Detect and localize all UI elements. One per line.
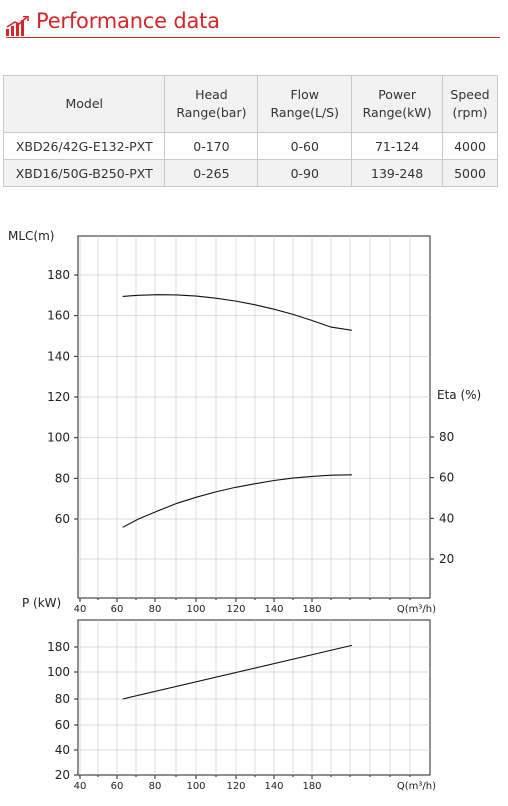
y2-tick-label: 40	[439, 511, 454, 525]
cell-flow: 0-90	[257, 159, 353, 187]
y-tick-label: 60	[55, 718, 70, 732]
x-tick-label: 120	[226, 604, 245, 615]
y-tick-label: 60	[55, 512, 70, 526]
x-tick-label: 80	[149, 781, 162, 792]
page-title: Performance data	[36, 9, 220, 33]
efficiency-curve	[122, 474, 352, 528]
plot-frame-lower	[77, 619, 431, 776]
x-axis-label: Q(m³/h)	[397, 604, 436, 615]
power-curve	[122, 644, 353, 700]
x-axis-label: Q(m³/h)	[397, 781, 436, 792]
cell-flow: 0-60	[257, 132, 353, 160]
cell-speed: 4000	[442, 132, 498, 160]
cell-head: 0-170	[164, 132, 259, 160]
y-tick-label: 180	[47, 640, 70, 654]
x-tick-label: 100	[186, 781, 205, 792]
section-header: Performance data	[6, 6, 500, 40]
y2-axis-label: Eta (%)	[437, 388, 481, 402]
table-row: XBD26/42G-E132-PXT 0-170 0-60 71-124 400…	[2, 132, 498, 160]
bar-chart-icon	[6, 16, 29, 36]
y-tick-label: 20	[55, 768, 70, 782]
cell-speed: 5000	[442, 159, 498, 187]
x-tick-label: 100	[186, 604, 205, 615]
x-tick-label: 40	[74, 604, 87, 615]
x-tick-label: 40	[74, 781, 87, 792]
header-speed: Speed (rpm)	[442, 75, 498, 133]
y2-tick-label: 60	[439, 471, 454, 485]
header-divider	[6, 37, 500, 38]
cell-power: 71-124	[351, 132, 444, 160]
y-tick-label: 40	[55, 743, 70, 757]
y-tick-label: 180	[47, 268, 70, 282]
y-tick-label: 100	[47, 665, 70, 679]
y-tick-label: 160	[47, 309, 70, 323]
table-header-row: Model Head Range(bar) Flow Range(L/S) Powe…	[2, 75, 498, 133]
header-model: Model	[2, 75, 166, 133]
plot-frame-upper	[77, 235, 431, 599]
y-axis-label: MLC(m)	[8, 229, 54, 243]
y-axis-label: P (kW)	[22, 596, 61, 610]
x-tick-label: 140	[264, 604, 283, 615]
x-tick-label: 120	[226, 781, 245, 792]
y-tick-label: 80	[55, 692, 70, 706]
x-tick-label: 180	[302, 604, 321, 615]
x-tick-label: 80	[149, 604, 162, 615]
table-row: XBD16/50G-B250-PXT 0-265 0-90 139-248 50…	[2, 159, 498, 187]
y-tick-label: 80	[55, 471, 70, 485]
y2-tick-label: 20	[439, 552, 454, 566]
cell-power: 139-248	[351, 159, 444, 187]
y2-tick-label: 80	[439, 430, 454, 444]
x-tick-label: 180	[302, 781, 321, 792]
x-tick-label: 140	[264, 781, 283, 792]
header-head: Head Range(bar)	[164, 75, 259, 133]
x-tick-label: 60	[111, 781, 124, 792]
y-tick-label: 120	[47, 390, 70, 404]
cell-head: 0-265	[164, 159, 259, 187]
x-tick-label: 60	[111, 604, 124, 615]
spec-table: Model Head Range(bar) Flow Range(L/S) Powe…	[2, 75, 498, 187]
cell-model: XBD16/50G-B250-PXT	[2, 159, 166, 187]
y-tick-label: 100	[47, 431, 70, 445]
head-curve	[122, 294, 352, 331]
y-tick-label: 140	[47, 349, 70, 363]
cell-model: XBD26/42G-E132-PXT	[2, 132, 166, 160]
